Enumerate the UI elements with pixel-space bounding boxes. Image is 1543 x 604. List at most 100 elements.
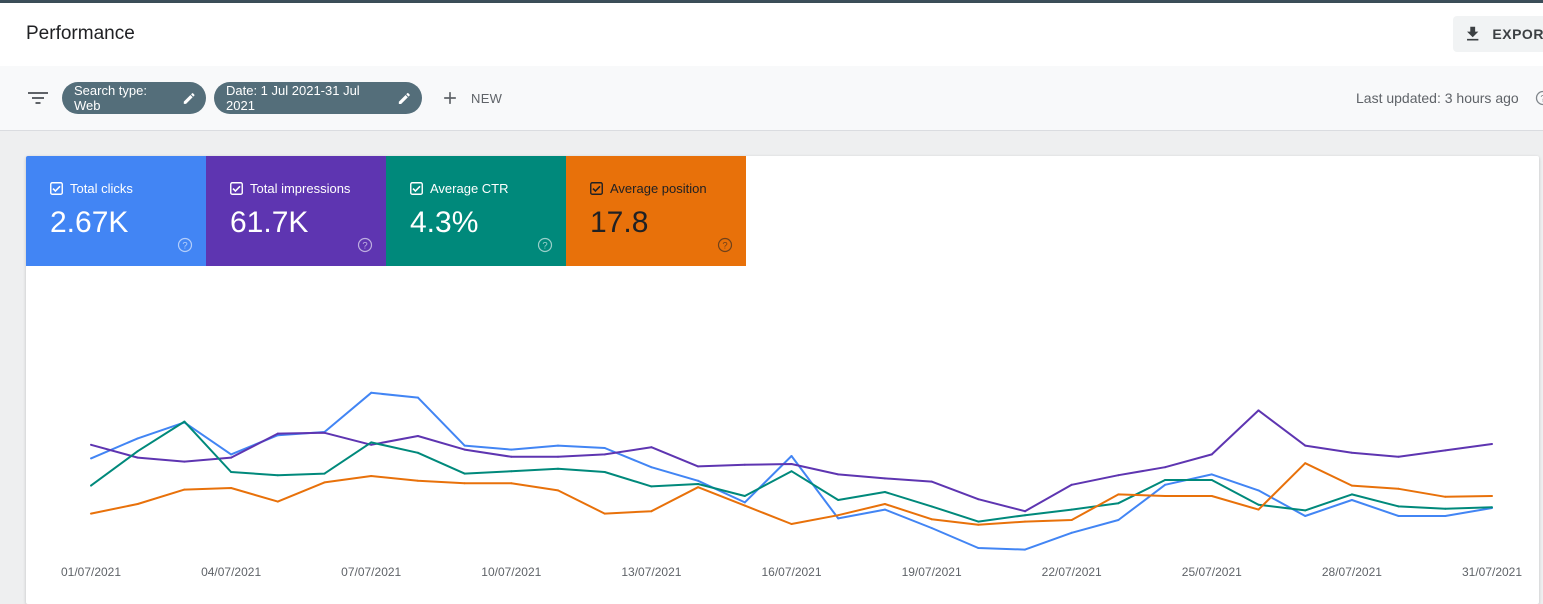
data-point	[837, 499, 840, 501]
data-point	[276, 474, 279, 477]
data-point	[1164, 479, 1167, 481]
data-point	[1397, 505, 1400, 508]
data-point	[743, 504, 746, 507]
data-point	[1350, 484, 1353, 487]
data-point	[603, 453, 606, 456]
edit-icon[interactable]	[397, 91, 412, 106]
data-point	[1491, 506, 1493, 509]
data-point	[1350, 451, 1353, 454]
data-point	[1164, 495, 1167, 497]
data-point	[230, 456, 233, 459]
data-point	[1491, 495, 1493, 497]
data-point	[650, 466, 653, 469]
data-point	[90, 484, 92, 487]
data-point	[136, 437, 139, 440]
help-icon[interactable]: ?	[177, 237, 193, 253]
data-point	[697, 486, 700, 489]
data-point	[323, 481, 326, 484]
data-point	[1070, 531, 1073, 534]
data-point	[697, 465, 700, 468]
data-point	[230, 471, 233, 473]
svg-text:?: ?	[542, 241, 547, 252]
search-type-chip[interactable]: Search type: Web	[62, 82, 206, 114]
x-tick-label: 04/07/2021	[201, 565, 261, 579]
data-point	[743, 495, 746, 497]
metric-total-impressions[interactable]: Total impressions 61.7K ?	[206, 156, 386, 266]
data-point	[1210, 495, 1213, 497]
data-point	[977, 547, 980, 549]
data-point	[510, 470, 513, 473]
metric-label: Total clicks	[70, 181, 133, 196]
data-point	[1350, 499, 1353, 501]
data-point	[370, 391, 373, 394]
series-line-average-position	[90, 462, 1493, 526]
filter-bar: Search type: Web Date: 1 Jul 2021-31 Jul…	[0, 66, 1543, 131]
data-point	[1350, 493, 1353, 496]
help-icon[interactable]: ?	[537, 237, 553, 253]
x-tick-label: 25/07/2021	[1182, 565, 1242, 579]
data-point	[743, 463, 746, 466]
data-point	[510, 482, 513, 485]
data-point	[977, 498, 980, 501]
data-point	[416, 479, 419, 482]
data-point	[323, 431, 326, 434]
metric-header: Total clicks	[50, 181, 133, 196]
edit-icon[interactable]	[182, 91, 196, 106]
new-filter-button[interactable]: NEW	[440, 82, 502, 114]
metric-average-ctr[interactable]: Average CTR 4.3% ?	[386, 156, 566, 266]
date-range-chip[interactable]: Date: 1 Jul 2021-31 Jul 2021	[214, 82, 422, 114]
data-point	[90, 443, 92, 446]
data-point	[183, 420, 186, 423]
performance-line-chart: 01/07/2021 04/07/2021 07/07/2021 10/07/2021…	[61, 391, 1522, 579]
x-tick-label: 28/07/2021	[1322, 565, 1382, 579]
data-point	[463, 448, 466, 451]
data-point	[743, 501, 746, 504]
data-point	[1444, 495, 1447, 498]
metric-value: 2.67K	[50, 206, 129, 239]
data-point	[603, 447, 606, 449]
data-point	[90, 457, 92, 460]
data-point	[370, 441, 373, 444]
data-point	[1444, 449, 1447, 452]
x-tick-label: 13/07/2021	[621, 565, 681, 579]
filter-list-icon[interactable]	[27, 89, 49, 107]
metric-total-clicks[interactable]: Total clicks 2.67K ?	[26, 156, 206, 266]
checkbox-checked-icon[interactable]	[410, 182, 423, 195]
chip-label: Search type: Web	[74, 83, 147, 113]
data-point	[510, 455, 513, 458]
data-point	[837, 473, 840, 476]
x-tick-label: 10/07/2021	[481, 565, 541, 579]
data-point	[1444, 515, 1447, 517]
data-point	[930, 518, 933, 521]
svg-text:?: ?	[1540, 94, 1543, 105]
export-label: EXPORT	[1492, 26, 1543, 42]
help-icon[interactable]: ?	[357, 237, 373, 253]
data-point	[1304, 444, 1307, 447]
checkbox-checked-icon[interactable]	[230, 182, 243, 195]
data-point	[1304, 462, 1307, 465]
data-point	[1117, 493, 1120, 496]
data-point	[1257, 409, 1260, 412]
data-point	[557, 467, 559, 470]
data-point	[463, 472, 466, 475]
data-point	[790, 470, 793, 473]
download-icon	[1467, 26, 1479, 41]
metric-average-position[interactable]: Average position 17.8 ?	[566, 156, 746, 266]
checkbox-checked-icon[interactable]	[50, 182, 63, 195]
help-icon[interactable]: ?	[1535, 90, 1543, 106]
data-point	[1164, 466, 1167, 469]
checkbox-checked-icon[interactable]	[590, 182, 603, 195]
export-button[interactable]: EXPORT	[1453, 16, 1543, 52]
metric-label: Total impressions	[250, 181, 351, 196]
data-point	[883, 491, 886, 493]
data-point	[603, 471, 606, 473]
x-tick-label: 07/07/2021	[341, 565, 401, 579]
x-tick-label: 16/07/2021	[761, 565, 821, 579]
data-point	[1397, 455, 1400, 458]
data-point	[1444, 507, 1447, 510]
svg-text:?: ?	[182, 241, 187, 252]
help-icon[interactable]: ?	[717, 237, 733, 253]
data-point	[276, 500, 279, 503]
data-point	[276, 432, 279, 435]
data-point	[603, 512, 606, 515]
